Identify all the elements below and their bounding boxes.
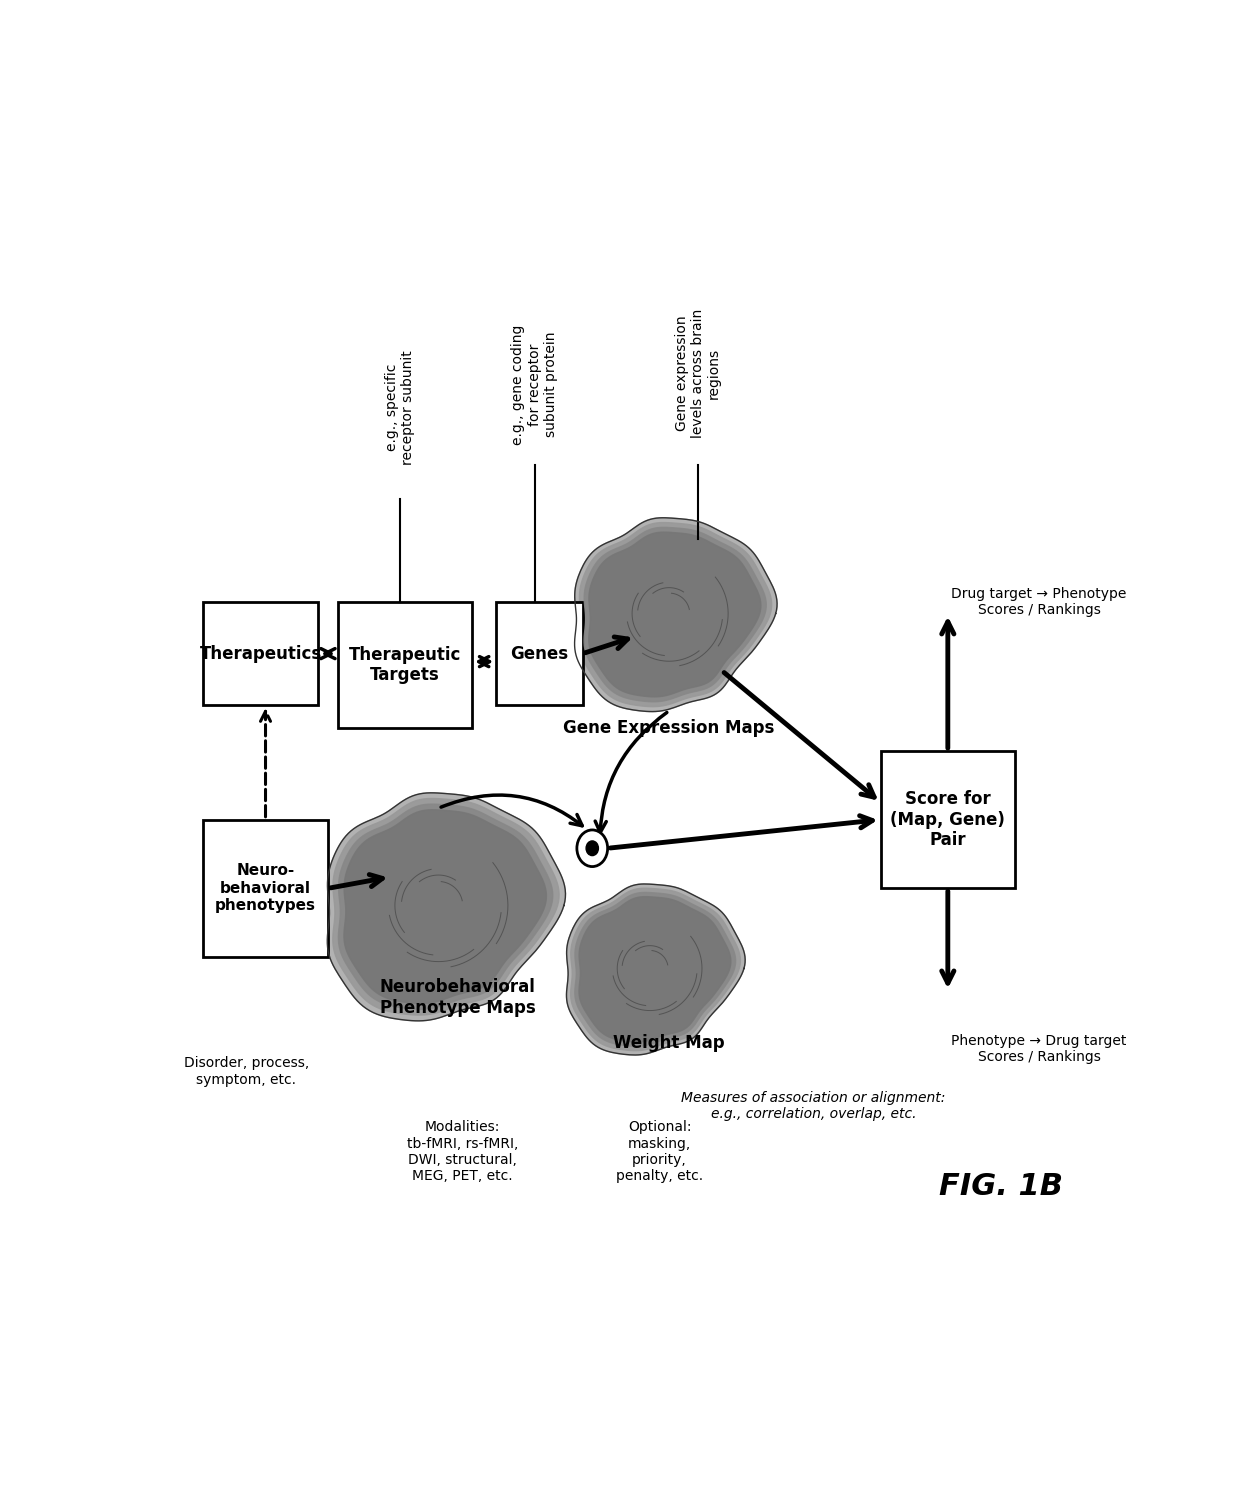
Text: Therapeutic
Targets: Therapeutic Targets — [348, 645, 461, 684]
Polygon shape — [579, 522, 771, 706]
Text: Score for
(Map, Gene)
Pair: Score for (Map, Gene) Pair — [890, 790, 1006, 849]
Text: e.g., gene coding
for receptor
subunit protein: e.g., gene coding for receptor subunit p… — [511, 324, 558, 445]
Text: Neuro-
behavioral
phenotypes: Neuro- behavioral phenotypes — [215, 864, 316, 913]
FancyBboxPatch shape — [203, 819, 327, 958]
Polygon shape — [574, 517, 777, 712]
Text: Measures of association or alignment:
e.g., correlation, overlap, etc.: Measures of association or alignment: e.… — [681, 1091, 945, 1121]
Text: Weight Map: Weight Map — [614, 1033, 725, 1051]
FancyBboxPatch shape — [880, 751, 1016, 888]
Text: Neurobehavioral
Phenotype Maps: Neurobehavioral Phenotype Maps — [379, 978, 536, 1017]
Text: Phenotype → Drug target
Scores / Rankings: Phenotype → Drug target Scores / Ranking… — [951, 1033, 1127, 1063]
Text: Optional:
masking,
priority,
penalty, etc.: Optional: masking, priority, penalty, et… — [616, 1120, 703, 1184]
Text: Drug target → Phenotype
Scores / Rankings: Drug target → Phenotype Scores / Ranking… — [951, 587, 1127, 617]
Polygon shape — [339, 804, 553, 1010]
Text: Genes: Genes — [511, 644, 568, 663]
Text: Disorder, process,
symptom, etc.: Disorder, process, symptom, etc. — [184, 1056, 309, 1087]
Polygon shape — [327, 793, 565, 1022]
FancyBboxPatch shape — [496, 602, 583, 705]
Text: Gene Expression Maps: Gene Expression Maps — [563, 720, 775, 738]
Text: Gene expression
levels across brain
regions: Gene expression levels across brain regi… — [675, 308, 722, 437]
Polygon shape — [570, 888, 740, 1051]
Polygon shape — [579, 897, 730, 1042]
Text: e.g., specific
receptor subunit: e.g., specific receptor subunit — [384, 349, 415, 465]
Polygon shape — [589, 532, 761, 697]
Circle shape — [577, 830, 608, 867]
Text: FIG. 1B: FIG. 1B — [939, 1172, 1063, 1200]
Polygon shape — [567, 883, 745, 1054]
Polygon shape — [332, 799, 559, 1016]
Circle shape — [587, 842, 599, 855]
Polygon shape — [575, 892, 735, 1047]
FancyBboxPatch shape — [337, 602, 472, 729]
FancyBboxPatch shape — [203, 602, 319, 705]
Text: Therapeutics: Therapeutics — [200, 644, 322, 663]
Text: Modalities:
tb-fMRI, rs-fMRI,
DWI, structural,
MEG, PET, etc.: Modalities: tb-fMRI, rs-fMRI, DWI, struc… — [407, 1120, 518, 1184]
Polygon shape — [343, 810, 547, 1004]
Polygon shape — [584, 528, 766, 702]
